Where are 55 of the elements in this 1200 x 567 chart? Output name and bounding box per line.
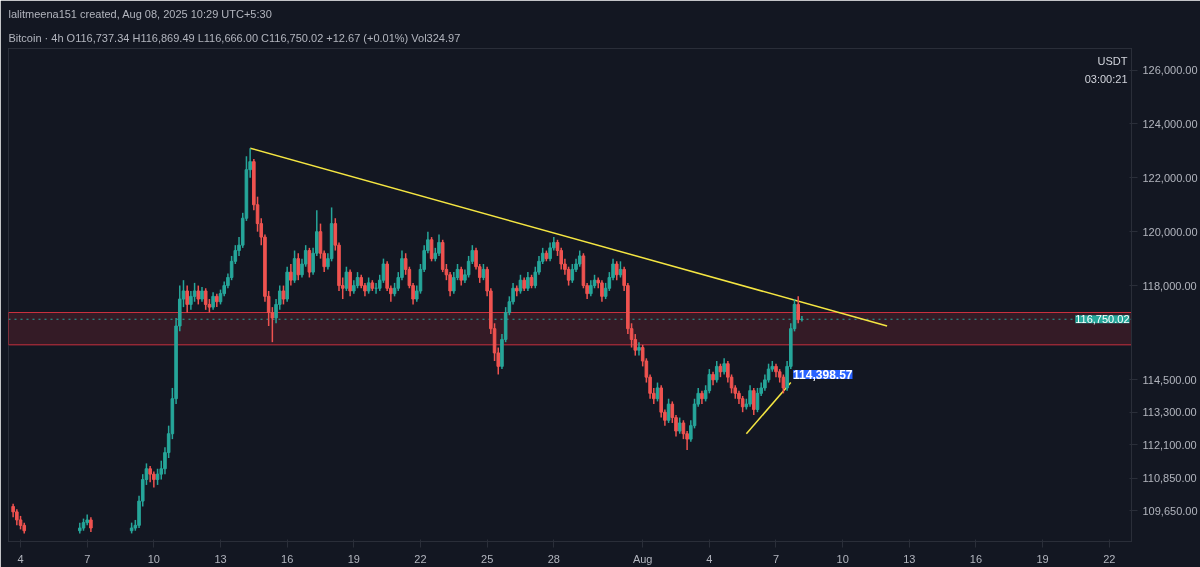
candlestick [344, 265, 349, 292]
candlestick [429, 236, 434, 263]
x-tick-label: 13 [214, 552, 227, 565]
y-tick-label: 120,000.00 [1142, 225, 1198, 238]
candlestick [292, 249, 297, 284]
candlestick [748, 384, 752, 408]
annotation: 03:00:21 [1084, 72, 1128, 85]
candlestick [666, 397, 671, 424]
x-tick-label: 10 [147, 552, 160, 565]
candlestick [548, 241, 552, 263]
chart-subtitle: Bitcoin · 4h O116,737.34 H116,869.49 L116,666.00 C116,750.02 +12.67 (+0.01%) Vol324.97 [8, 31, 461, 44]
x-tick-label: 4 [706, 552, 713, 565]
x-tick-label: 4 [17, 552, 24, 565]
candlestick [781, 373, 786, 395]
chart-title: lalitmeena151 created, Aug 08, 2025 10:29 UTC+5:30 [8, 7, 272, 20]
x-tick-label: 10 [836, 552, 849, 565]
y-tick-label: 110,850.00 [1142, 472, 1197, 485]
candlestick [614, 260, 619, 281]
x-tick-label: 22 [414, 552, 427, 565]
y-tick-label: 118,000.00 [1142, 279, 1197, 292]
ref-line-label: 116,750.02 [1075, 313, 1130, 326]
y-tick-label: 124,000.00 [1142, 117, 1198, 130]
x-tick-label: 28 [547, 552, 560, 565]
candlestick [526, 271, 530, 292]
x-tick-label: 25 [481, 552, 494, 565]
x-tick-label: 7 [84, 552, 91, 565]
x-tick-label: 22 [1103, 552, 1116, 565]
x-tick-label: 16 [281, 552, 294, 565]
y-tick-label: 114,500.00 [1142, 373, 1197, 386]
x-tick-label: 16 [969, 552, 983, 565]
annotation: USDT [1097, 54, 1128, 67]
candlestick [800, 315, 804, 323]
candlestick [600, 279, 604, 303]
x-tick-label: 13 [903, 552, 916, 565]
candlestick [637, 341, 641, 357]
x-tick-label: 19 [347, 552, 360, 565]
candlestick [751, 387, 756, 416]
y-tick-label: 126,000.00 [1142, 64, 1198, 77]
y-tick-label: 122,000.00 [1142, 171, 1198, 184]
x-tick-label: 19 [1036, 552, 1049, 565]
candlestick [281, 284, 286, 306]
y-tick-label: 109,650.00 [1142, 504, 1198, 517]
x-tick-label: Aug [632, 552, 653, 565]
candlestick [796, 295, 801, 325]
candlestick [307, 247, 312, 279]
x-tick-label: 7 [772, 552, 780, 565]
candlestick [437, 233, 441, 257]
candlestick [296, 252, 301, 281]
candlestick [152, 470, 156, 489]
candlestick [289, 263, 293, 287]
y-tick-label: 112,100.00 [1142, 438, 1197, 451]
annotation: 114,398.57 [793, 368, 853, 383]
candlestick [185, 284, 189, 314]
y-tick-label: 113,300.00 [1142, 406, 1197, 419]
candlestick [348, 268, 352, 298]
